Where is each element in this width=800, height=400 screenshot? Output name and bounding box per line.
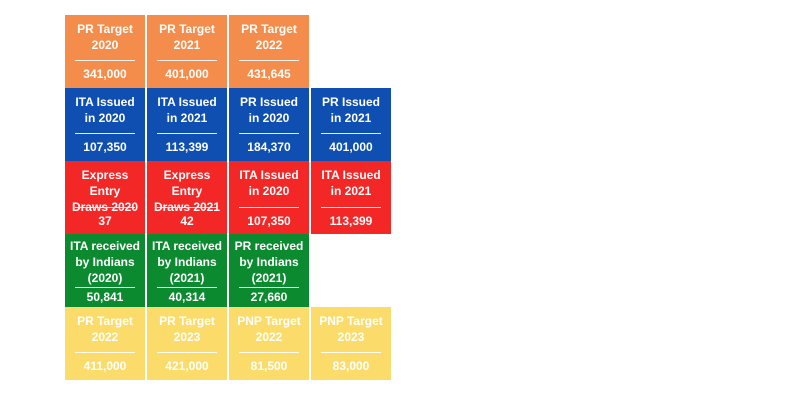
tile-pr-issued-2020: PR Issued in 2020 184,370: [229, 88, 309, 161]
tile-value: 113,399: [165, 140, 209, 154]
tile-ita-issued-2021: ITA Issued in 2021 113,399: [147, 88, 227, 161]
tile-ita-issued-2020-red: ITA Issued in 2020 107,350: [229, 161, 309, 234]
tile-pr-target-2020: PR Target 2020 341,000: [65, 15, 145, 88]
tile-ita-received-indians-2020: ITA received by Indians (2020) 50,841: [65, 234, 145, 307]
tile-value: 401,000: [329, 140, 373, 154]
tile-pr-target-2021: PR Target 2021 401,000: [147, 15, 227, 88]
tile-value: 411,000: [83, 359, 127, 373]
tile-label: PNP Target 2023: [319, 314, 383, 344]
tile-label: PR Target 2022: [241, 22, 297, 52]
tile-divider: [157, 207, 217, 208]
tile-divider: [75, 60, 135, 61]
tile-divider: [75, 352, 135, 353]
tile-label: PNP Target 2022: [237, 314, 301, 344]
tile-label: PR Target 2021: [159, 22, 215, 52]
tile-label: ITA Issued in 2020: [239, 168, 299, 198]
tile-value: 81,500: [250, 359, 288, 373]
tile-divider: [157, 352, 217, 353]
tile-label: PR Target 2023: [159, 314, 215, 344]
tile-pr-target-2022-yellow: PR Target 2022 411,000: [65, 307, 145, 380]
empty-cell: [311, 15, 391, 88]
tile-label: PR Issued in 2020: [239, 95, 299, 125]
tile-divider: [239, 207, 299, 208]
tile-divider: [157, 60, 217, 61]
tile-ita-issued-2021-red: ITA Issued in 2021 113,399: [311, 161, 391, 234]
tile-label: ITA Issued in 2020: [75, 95, 135, 125]
tile-pr-received-indians-2021: PR received by Indians (2021) 27,660: [229, 234, 309, 307]
tile-label: PR Issued in 2021: [321, 95, 381, 125]
tile-pr-target-2022: PR Target 2022 431,645: [229, 15, 309, 88]
tile-divider: [239, 60, 299, 61]
tile-pr-issued-2021: PR Issued in 2021 401,000: [311, 88, 391, 161]
tile-value: 37: [98, 214, 112, 228]
tile-label: ITA Issued in 2021: [157, 95, 217, 125]
tile-divider: [321, 133, 381, 134]
tile-divider: [75, 287, 135, 288]
tile-label: PR received by Indians (2021): [234, 239, 304, 285]
tile-express-entry-draws-2020: Express Entry Draws 2020 37: [65, 161, 145, 234]
tile-ita-issued-2020: ITA Issued in 2020 107,350: [65, 88, 145, 161]
tile-label: ITA received by Indians (2020): [69, 239, 141, 285]
tile-value: 83,000: [332, 359, 370, 373]
tile-label: PR Target 2020: [77, 22, 133, 52]
tile-label: PR Target 2022: [77, 314, 133, 344]
tile-value: 42: [180, 214, 194, 228]
tile-divider: [239, 287, 299, 288]
tile-value: 50,841: [86, 290, 124, 304]
tile-pnp-target-2023: PNP Target 2023 83,000: [311, 307, 391, 380]
empty-cell: [311, 234, 391, 307]
tile-value: 421,000: [165, 359, 209, 373]
tile-value: 27,660: [250, 290, 288, 304]
tile-value: 107,350: [247, 214, 291, 228]
tile-divider: [239, 133, 299, 134]
tile-divider: [75, 207, 135, 208]
tile-divider: [321, 352, 381, 353]
tile-pr-target-2023: PR Target 2023 421,000: [147, 307, 227, 380]
tile-label: ITA Issued in 2021: [321, 168, 381, 198]
tile-value: 341,000: [83, 67, 127, 81]
tile-divider: [157, 133, 217, 134]
tile-divider: [157, 287, 217, 288]
tile-express-entry-draws-2021: Express Entry Draws 2021 42: [147, 161, 227, 234]
tile-value: 184,370: [247, 140, 291, 154]
tile-value: 40,314: [168, 290, 206, 304]
stats-tile-grid: PR Target 2020 341,000 PR Target 2021 40…: [65, 15, 391, 380]
tile-ita-received-indians-2021: ITA received by Indians (2021) 40,314: [147, 234, 227, 307]
tile-pnp-target-2022: PNP Target 2022 81,500: [229, 307, 309, 380]
tile-divider: [75, 133, 135, 134]
tile-label: ITA received by Indians (2021): [151, 239, 223, 285]
tile-value: 107,350: [83, 140, 127, 154]
tile-value: 113,399: [329, 214, 373, 228]
tile-value: 401,000: [165, 67, 209, 81]
tile-value: 431,645: [247, 67, 291, 81]
tile-divider: [321, 207, 381, 208]
tile-divider: [239, 352, 299, 353]
